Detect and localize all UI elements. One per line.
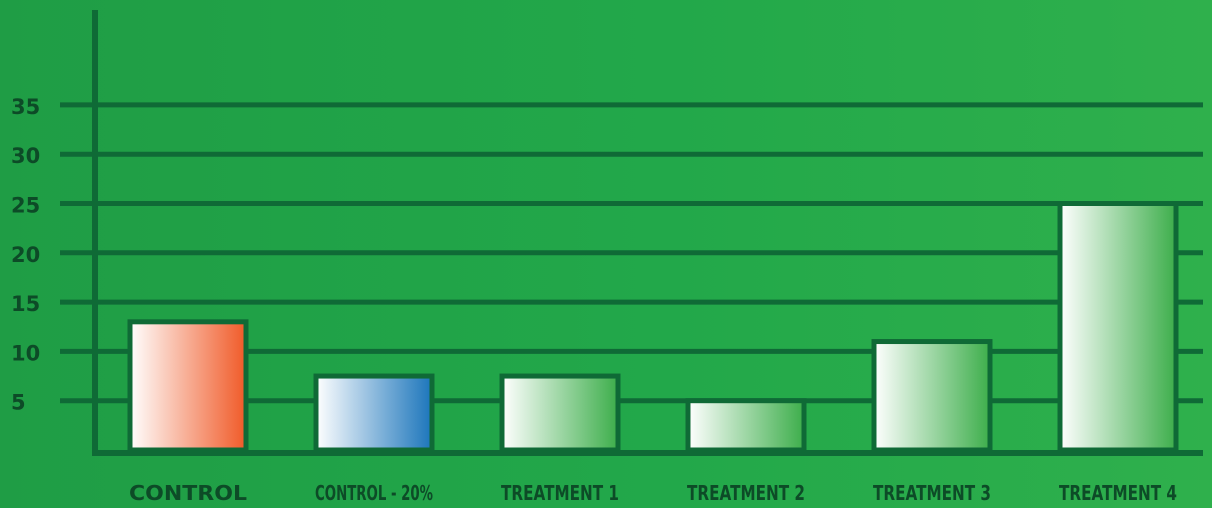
y-tick-label: 35	[11, 95, 40, 119]
x-category-label: TREATMENT 3	[873, 481, 991, 505]
y-tick-label: 15	[11, 292, 40, 316]
x-category-label: TREATMENT 4	[1059, 481, 1177, 505]
x-category-labels: CONTROL CONTROL - 20% TREATMENT 1 TREATMENT…	[129, 481, 1177, 505]
bar-6	[1057, 201, 1179, 453]
bar-1	[127, 319, 249, 453]
x-category-label: CONTROL - 20%	[315, 481, 433, 505]
bar-5	[871, 339, 993, 453]
bar-2	[313, 373, 435, 453]
gridlines	[60, 102, 1203, 404]
y-tick-label: 5	[11, 391, 26, 415]
y-tick-label: 10	[11, 341, 40, 365]
y-tick-labels: 5 10 15 20 25 30 35	[11, 95, 40, 415]
bars	[127, 201, 1179, 453]
y-tick-label: 25	[11, 194, 40, 218]
x-category-label: TREATMENT 1	[501, 481, 619, 505]
bar-4	[685, 398, 807, 453]
x-category-label: CONTROL	[129, 481, 247, 505]
bar-3	[499, 373, 621, 453]
axes	[92, 10, 1203, 456]
y-tick-label: 30	[11, 144, 40, 168]
x-category-label: TREATMENT 2	[687, 481, 805, 505]
y-tick-label: 20	[11, 243, 40, 267]
